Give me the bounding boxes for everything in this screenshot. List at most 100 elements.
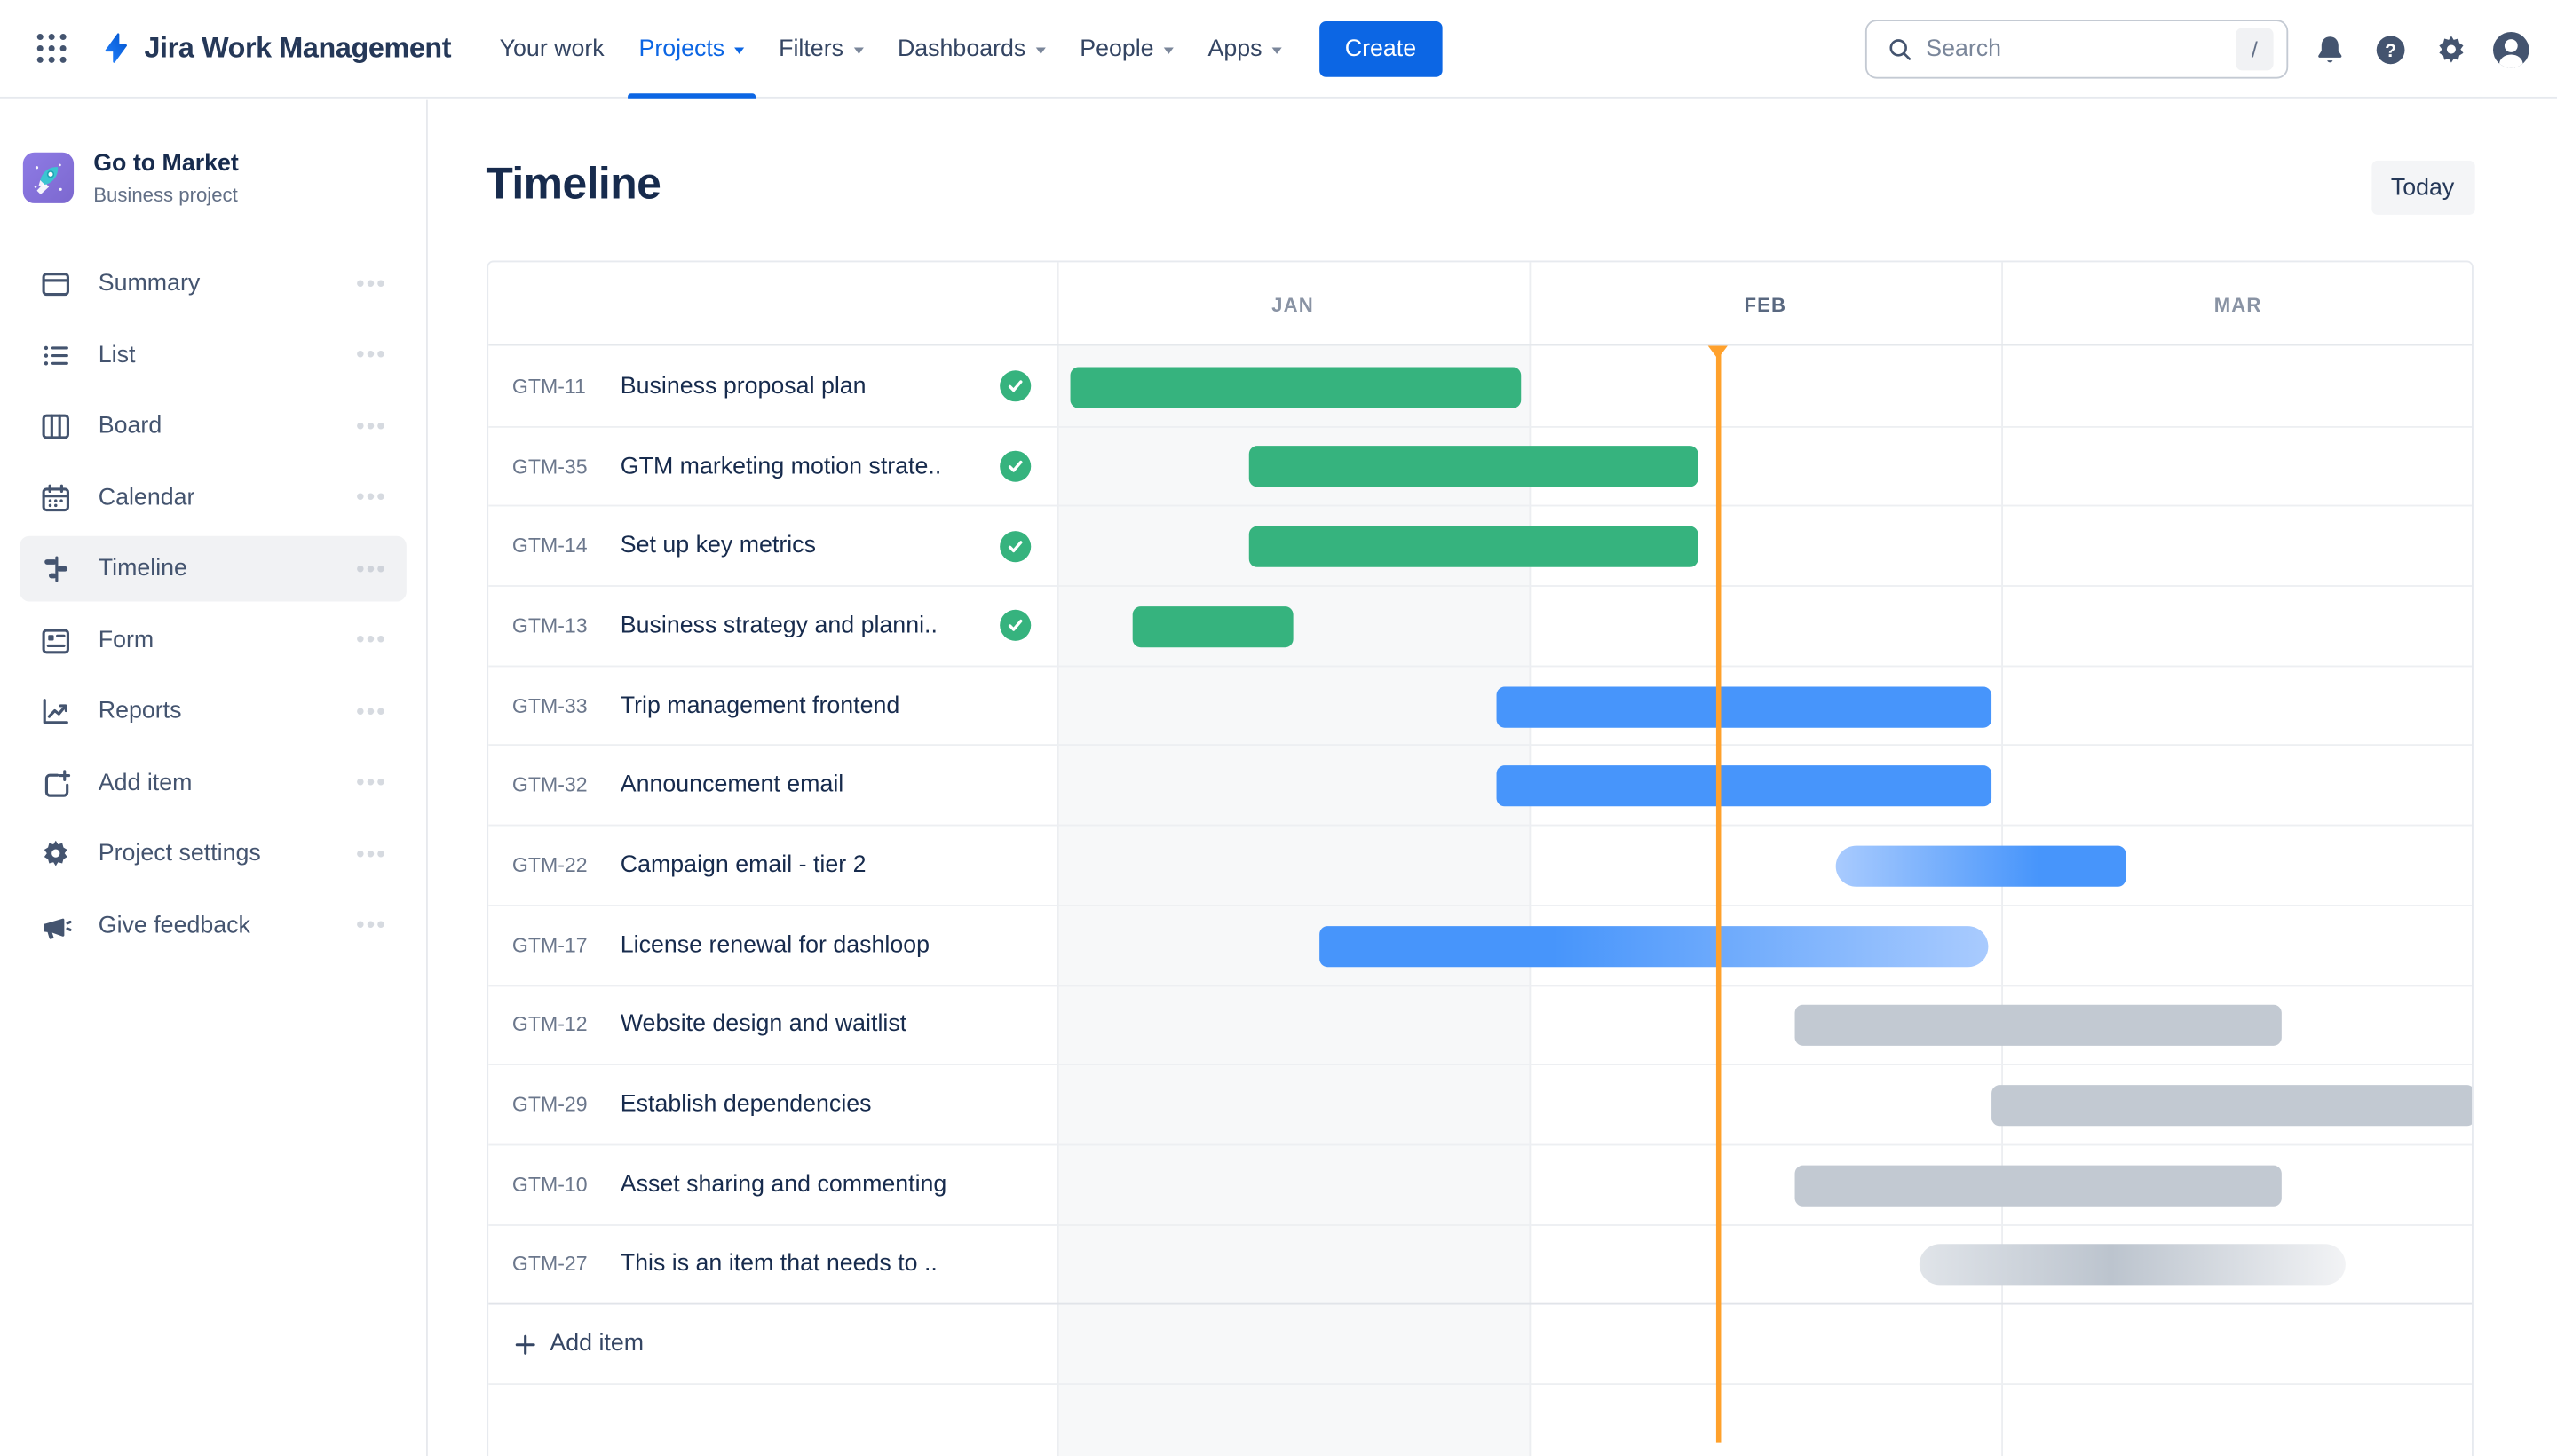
gantt-bar-gtm-10[interactable] [1793,1165,2281,1207]
timeline-row: GTM-17 License renewal for dashloop [487,906,2472,986]
settings-icon[interactable] [2431,29,2470,68]
create-button[interactable]: Create [1318,20,1443,76]
nav-item-filters[interactable]: Filters [762,0,881,98]
item-actions-icon[interactable]: ••• [356,555,387,583]
calendar-icon [39,481,72,514]
issue-cell[interactable]: GTM-14 Set up key metrics [487,507,1057,585]
today-button[interactable]: Today [2371,160,2474,215]
sidebar-item-add-item[interactable]: Add item ••• [20,750,407,816]
sidebar-item-reports[interactable]: Reports ••• [20,679,407,745]
gantt-bar-gtm-12[interactable] [1793,1005,2281,1047]
nav-item-projects[interactable]: Projects [621,0,762,98]
issue-cell[interactable]: GTM-32 Announcement email [487,747,1057,825]
profile-avatar[interactable] [2491,29,2530,68]
project-header[interactable]: Go to Market Business project [0,100,426,241]
help-icon[interactable]: ? [2371,29,2410,68]
add-item-label: Add item [550,1331,645,1357]
gantt-bar-gtm-11[interactable] [1069,367,1521,408]
timeline-row: GTM-11 Business proposal plan [487,347,2472,428]
issue-cell[interactable]: GTM-33 Trip management frontend [487,667,1057,745]
gantt-bar-gtm-14[interactable] [1247,526,1698,568]
item-actions-icon[interactable]: ••• [356,840,387,868]
summary-icon [39,267,72,300]
sidebar-item-summary[interactable]: Summary ••• [20,251,407,317]
issue-cell[interactable]: GTM-10 Asset sharing and commenting [487,1145,1057,1223]
nav-item-people[interactable]: People [1063,0,1191,98]
issue-cell[interactable]: GTM-35 GTM marketing motion strate.. [487,427,1057,505]
brand[interactable]: Jira Work Management [99,31,452,66]
issue-key: GTM-33 [511,694,588,717]
search-box[interactable]: / [1864,20,2289,79]
done-check-icon [999,450,1031,482]
issue-cell[interactable]: GTM-22 Campaign email - tier 2 [487,827,1057,905]
item-actions-icon[interactable]: ••• [356,484,387,512]
nav-item-dashboards[interactable]: Dashboards [881,0,1063,98]
search-input[interactable] [1926,36,2223,63]
issue-cell[interactable]: GTM-17 License renewal for dashloop [487,906,1057,985]
gantt-bar-gtm-29[interactable] [1991,1085,2472,1127]
primary-nav: Your work Projects Filters Dashboards People… [482,0,1299,98]
sidebar-item-form[interactable]: Form ••• [20,607,407,673]
issue-cell[interactable]: GTM-12 Website design and waitlist [487,985,1057,1064]
nav-item-your-work[interactable]: Your work [482,0,621,98]
item-actions-icon[interactable]: ••• [356,698,387,726]
search-icon [1887,36,1913,63]
sidebar-item-label: List [98,342,136,368]
board-icon [39,410,72,443]
settings-icon [39,838,72,871]
gantt-bar-gtm-35[interactable] [1247,447,1698,488]
timeline-row: GTM-12 Website design and waitlist [487,985,2472,1066]
issue-title: Establish dependencies [620,1091,872,1119]
issue-key: GTM-13 [511,614,588,637]
sidebar-item-give-feedback[interactable]: Give feedback ••• [20,893,407,959]
item-actions-icon[interactable]: ••• [356,911,387,940]
timeline-row: GTM-33 Trip management frontend [487,667,2472,747]
svg-text:?: ? [2384,39,2395,60]
gantt-bar-gtm-22[interactable] [1834,845,2126,887]
timeline-row: GTM-13 Business strategy and planni.. [487,587,2472,667]
issue-cell[interactable]: GTM-27 This is an item that needs to .. [487,1225,1057,1303]
sidebar-item-label: Timeline [98,556,187,582]
gantt-bar-gtm-17[interactable] [1318,925,1988,967]
item-actions-icon[interactable]: ••• [356,270,387,298]
gantt-bar-gtm-32[interactable] [1495,765,1991,807]
issue-key: GTM-27 [511,1253,588,1277]
sidebar-item-list[interactable]: List ••• [20,322,407,388]
item-actions-icon[interactable]: ••• [356,341,387,369]
add-item-button[interactable]: Add item [514,1305,644,1383]
gantt-bar-gtm-13[interactable] [1131,605,1293,647]
item-actions-icon[interactable]: ••• [356,626,387,655]
navbar-right: / ? [1864,0,2531,99]
notifications-icon[interactable] [2309,29,2348,68]
sidebar-item-label: Summary [98,271,201,297]
item-actions-icon[interactable]: ••• [356,769,387,797]
issue-title: Trip management frontend [620,692,900,719]
sidebar-item-calendar[interactable]: Calendar ••• [20,465,407,531]
gantt-board: JAN FEB MAR GTM-11 Business proposal plan GT… [486,260,2473,1456]
timeline-icon [39,553,72,586]
nav-item-label: Your work [499,35,605,62]
nav-item-apps[interactable]: Apps [1191,0,1299,98]
timeline-row: GTM-10 Asset sharing and commenting [487,1145,2472,1226]
timeline-row: GTM-32 Announcement email [487,747,2472,827]
issue-cell[interactable]: GTM-29 Establish dependencies [487,1065,1057,1143]
issue-cell[interactable]: GTM-11 Business proposal plan [487,347,1057,425]
sidebar-item-label: Add item [98,770,193,796]
sidebar-item-label: Board [98,413,162,440]
sidebar-item-project-settings[interactable]: Project settings ••• [20,821,407,887]
sidebar-item-board[interactable]: Board ••• [20,394,407,460]
app-title: Jira Work Management [144,31,452,64]
sidebar-item-timeline[interactable]: Timeline ••• [20,536,407,602]
app-switcher-icon[interactable] [33,30,69,67]
month-label-mar: MAR [2213,292,2262,316]
done-check-icon [999,530,1031,562]
active-tab-underline [628,92,756,98]
reports-icon [39,695,72,728]
gantt-bar-gtm-27[interactable] [1918,1244,2345,1286]
gantt-bar-gtm-33[interactable] [1495,685,1991,727]
megaphone-icon [39,909,72,942]
issue-cell[interactable]: GTM-13 Business strategy and planni.. [487,587,1057,665]
item-actions-icon[interactable]: ••• [356,412,387,441]
column-gridline [1056,262,1058,1456]
chevron-down-icon [1035,46,1046,53]
